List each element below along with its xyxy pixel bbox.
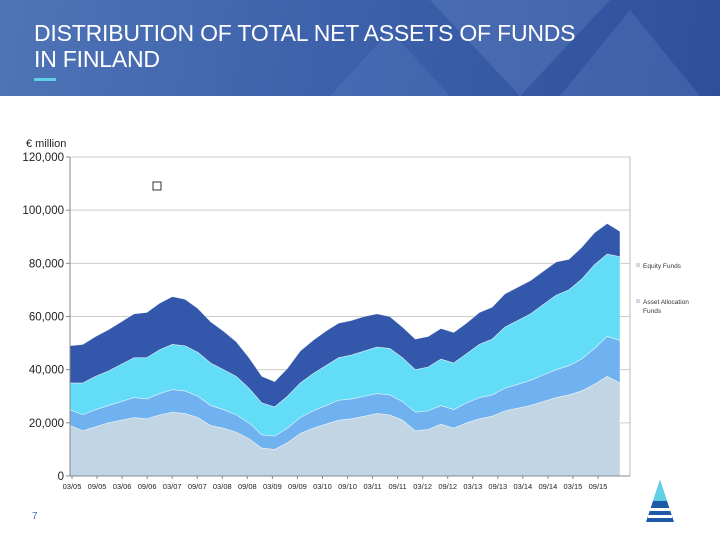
x-tick-label: 03/14 — [513, 482, 532, 491]
header-banner: DISTRIBUTION OF TOTAL NET ASSETS OF FUND… — [0, 0, 720, 96]
x-tick-label: 03/13 — [463, 482, 482, 491]
logo-icon — [646, 480, 674, 522]
x-tick-label: 03/15 — [564, 482, 583, 491]
page-title: DISTRIBUTION OF TOTAL NET ASSETS OF FUND… — [34, 20, 576, 72]
y-tick-label: 60,000 — [29, 312, 64, 324]
x-tick-label: 09/06 — [138, 482, 157, 491]
x-tick-label: 03/06 — [113, 482, 132, 491]
legend-label: Equity Funds — [643, 263, 682, 270]
y-tick-label: 0 — [58, 471, 64, 483]
y-axis-unit-label: € million — [26, 138, 67, 150]
x-tick-label: 03/11 — [363, 482, 381, 491]
x-tick-label: 03/07 — [163, 482, 182, 491]
x-tick-label: 09/12 — [438, 482, 457, 491]
legend-label: Funds — [643, 308, 662, 315]
x-tick-label: 09/09 — [288, 482, 307, 491]
y-tick-label: 100,000 — [22, 205, 64, 217]
y-tick-label: 120,000 — [22, 152, 64, 164]
chart-marker — [152, 181, 162, 191]
header-decoration — [430, 0, 610, 96]
title-accent-bar — [34, 78, 56, 81]
slide-number: 7 — [32, 511, 38, 522]
x-tick-label: 03/10 — [313, 482, 332, 491]
x-tick-label: 03/12 — [413, 482, 432, 491]
x-tick-label: 09/14 — [539, 482, 558, 491]
y-tick-label: 40,000 — [29, 365, 64, 377]
area-series-equity-funds — [69, 223, 621, 408]
x-tick-label: 09/15 — [589, 482, 608, 491]
x-tick-label: 09/08 — [238, 482, 257, 491]
legend-swatch — [636, 263, 640, 267]
x-tick-label: 09/07 — [188, 482, 207, 491]
x-tick-label: 09/11 — [389, 482, 407, 491]
x-tick-label: 03/08 — [213, 482, 232, 491]
x-tick-label: 09/05 — [88, 482, 107, 491]
header-decoration — [560, 10, 700, 96]
y-tick-label: 80,000 — [29, 258, 64, 270]
y-tick-label: 20,000 — [29, 418, 64, 430]
x-tick-label: 03/05 — [63, 482, 82, 491]
legend-swatch — [636, 299, 640, 303]
legend-label: Asset Allocation — [643, 299, 689, 306]
x-tick-label: 03/09 — [263, 482, 282, 491]
x-tick-label: 09/13 — [488, 482, 507, 491]
x-tick-label: 09/10 — [338, 482, 357, 491]
header-decoration — [330, 30, 450, 96]
